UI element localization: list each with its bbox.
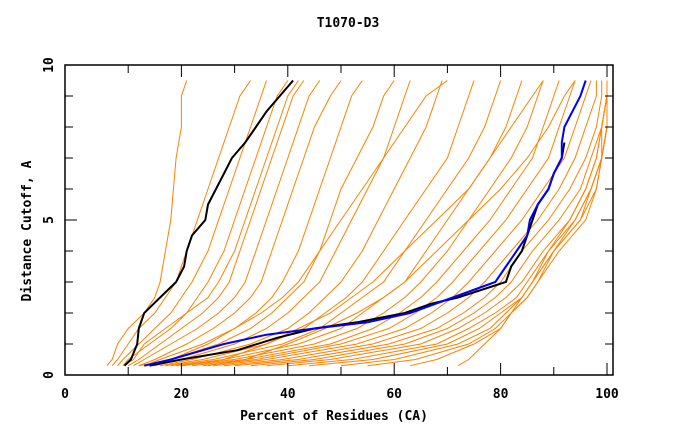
model-curve [250, 80, 608, 367]
model-curve [138, 80, 342, 367]
model-curve [191, 80, 560, 367]
x-tick-label: 0 [61, 387, 69, 402]
x-tick-label: 40 [280, 387, 296, 402]
y-tick-labels: 0 5 10 [42, 57, 57, 379]
model-curve [176, 80, 523, 367]
model-curve [122, 80, 289, 367]
model-curve [106, 80, 188, 367]
x-tick-label: 60 [386, 387, 402, 402]
model-curve [207, 80, 576, 367]
model-curve [154, 80, 411, 367]
highlight-curve-black-right [149, 142, 566, 367]
model-curve [181, 80, 544, 367]
model-curve [144, 80, 363, 367]
model-curve [202, 80, 576, 367]
y-tick-label: 10 [42, 57, 57, 73]
model-curve [181, 80, 544, 367]
x-axis-label: Percent of Residues (CA) [240, 409, 428, 424]
y-tick-label: 0 [42, 371, 57, 379]
chart-title: T1070-D3 [317, 16, 380, 31]
highlight-curve-black-left [123, 79, 294, 367]
y-tick-label: 5 [42, 216, 57, 224]
y-axis-label: Distance Cutoff, A [20, 160, 35, 301]
model-curve [122, 80, 299, 367]
model-curve [457, 80, 608, 367]
x-tick-label: 100 [595, 387, 619, 402]
model-curve [170, 80, 502, 367]
x-tick-label: 80 [493, 387, 509, 402]
model-curve [213, 80, 592, 367]
axis-ticks [65, 64, 613, 375]
x-tick-labels: 0 20 40 60 80 100 [61, 387, 619, 402]
model-curve [340, 80, 608, 367]
model-curve [410, 80, 608, 367]
model-curve [223, 80, 597, 367]
model-curve [117, 80, 267, 367]
model-curve [160, 80, 443, 367]
highlight-curve-blue [143, 80, 587, 367]
model-curve [127, 80, 305, 367]
highlight-curves [123, 79, 587, 367]
x-tick-label: 20 [174, 387, 190, 402]
model-curve [111, 80, 252, 367]
model-curve [138, 80, 448, 367]
model-curve [234, 80, 603, 367]
model-curve [149, 80, 395, 367]
model-curve [133, 80, 321, 367]
